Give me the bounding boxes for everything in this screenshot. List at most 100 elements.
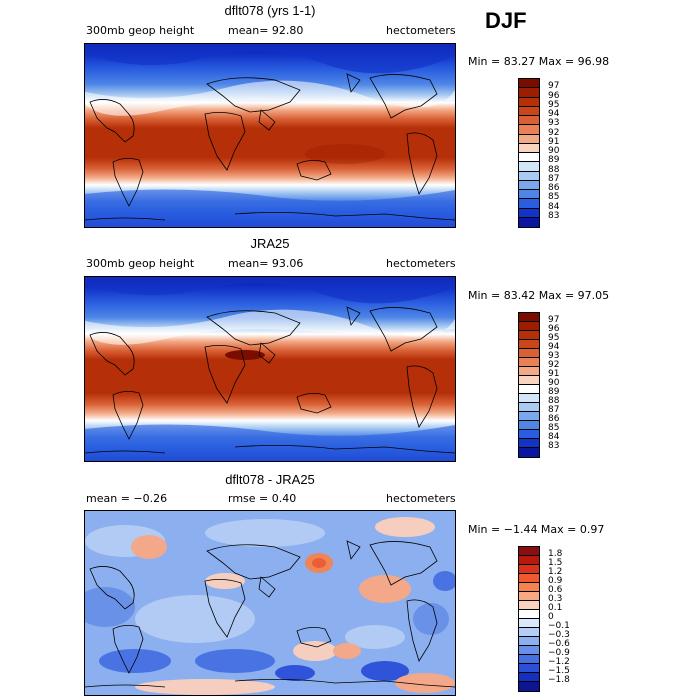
colorbar-tick-label: 87 [548,405,560,415]
colorbar-tick-label: 1.8 [548,549,563,559]
colorbar-swatch [519,439,539,448]
colorbar-swatch [519,171,539,181]
colorbar-tick-label: −1.2 [548,657,570,667]
season-label: DJF [485,8,527,33]
panel-3-colorbar [518,546,540,692]
panel-1-mean-label: mean= 92.80 [228,24,304,37]
colorbar-tick-label: 85 [548,192,560,203]
colorbar-tick-label: 92 [548,360,560,370]
panel-3-map [84,510,456,696]
colorbar-swatch [519,349,539,358]
colorbar-swatch [519,125,539,135]
panel-3-units-label: hectometers [386,492,456,505]
panel-1-minmax: Min = 83.27 Max = 96.98 [468,55,610,68]
colorbar-tick-label: 97 [548,315,560,325]
colorbar-swatch [519,574,539,583]
colorbar-tick-label: 90 [548,146,560,156]
colorbar-tick-label: 94 [548,109,560,119]
colorbar-swatch [519,556,539,565]
panel-2-map [84,276,456,462]
colorbar-tick-label: 0.1 [548,603,563,613]
colorbar-tick-label: 93 [548,118,560,129]
colorbar-tick-label: 83 [548,210,560,221]
colorbar-swatch [519,610,539,619]
colorbar-swatch [519,628,539,637]
colorbar-swatch [519,664,539,673]
colorbar-swatch [519,358,539,367]
colorbar-tick-label: 95 [548,333,560,343]
colorbar-tick-label: 0.6 [548,585,563,595]
colorbar-tick-label: −1.5 [548,666,570,676]
colorbar-tick-label: 96 [548,324,560,334]
colorbar-tick-label: 86 [548,183,560,193]
colorbar-swatch [519,646,539,655]
colorbar-tick-label: 1.2 [548,567,563,577]
colorbar-swatch [519,208,539,218]
panel-2-mean-label: mean= 93.06 [228,257,304,270]
colorbar-swatch [519,376,539,385]
colorbar-swatch [519,79,539,89]
colorbar-swatch [519,97,539,107]
colorbar-swatch [519,367,539,376]
panel-3-rmse-label: rmse = 0.40 [228,492,297,505]
colorbar-swatch [519,637,539,646]
colorbar-tick-label: 1.5 [548,558,563,568]
colorbar-swatch [519,313,539,322]
colorbar-swatch [519,88,539,98]
panel-1-title: dflt078 (yrs 1-1) [224,3,316,18]
colorbar-tick-label: 0.3 [548,594,563,604]
colorbar-swatch [519,448,539,457]
colorbar-swatch [519,217,539,227]
colorbar-tick-label: 86 [548,414,560,424]
colorbar-swatch [519,430,539,439]
colorbar-tick-label: 91 [548,369,560,379]
colorbar-tick-label: 84 [548,432,560,442]
colorbar-tick-label: 96 [548,90,560,101]
colorbar-tick-label: 89 [548,387,560,397]
colorbar-tick-label: 92 [548,127,560,138]
colorbar-tick-label: 88 [548,396,560,406]
panel-2-variable-label: 300mb geop height [86,257,195,270]
colorbar-swatch [519,180,539,190]
colorbar-tick-label: 85 [548,423,560,433]
colorbar-swatch [519,331,539,340]
colorbar-tick-label: −1.8 [548,675,570,685]
colorbar-swatch [519,403,539,412]
colorbar-swatch [519,162,539,172]
colorbar-swatch [519,619,539,628]
colorbar-tick-label: −0.3 [548,630,570,640]
colorbar-tick-label: −0.9 [548,648,570,658]
panel-2-colorbar [518,312,540,458]
panel-2-units-label: hectometers [386,257,456,270]
colorbar-tick-label: −0.1 [548,621,570,631]
panel-3-mean-label: mean = −0.26 [86,492,168,505]
colorbar-swatch [519,421,539,430]
colorbar-swatch [519,601,539,610]
colorbar-swatch [519,673,539,682]
colorbar-swatch [519,385,539,394]
colorbar-tick-label: 88 [548,164,560,175]
colorbar-swatch [519,143,539,153]
colorbar-swatch [519,190,539,200]
panel-2-title: JRA25 [250,236,290,251]
colorbar-swatch [519,340,539,349]
colorbar-swatch [519,682,539,691]
colorbar-tick-label: 83 [548,441,560,451]
panel-3-title: dflt078 - JRA25 [225,472,315,487]
panel-2-minmax: Min = 83.42 Max = 97.05 [468,289,610,302]
colorbar-tick-label: 95 [548,99,560,110]
colorbar-swatch [519,583,539,592]
colorbar-swatch [519,565,539,574]
colorbar-tick-label: 91 [548,136,560,147]
colorbar-tick-label: 87 [548,173,560,184]
colorbar-tick-label: 84 [548,201,560,212]
colorbar-tick-label: −0.6 [548,639,570,649]
colorbar-swatch [519,134,539,144]
panel-3-minmax: Min = −1.44 Max = 0.97 [468,523,605,536]
colorbar-swatch [519,322,539,331]
colorbar-swatch [519,153,539,163]
colorbar-tick-label: 97 [548,81,560,92]
panel-1-variable-label: 300mb geop height [86,24,195,37]
panel-1-map [84,43,456,228]
panel-1-units-label: hectometers [386,24,456,37]
